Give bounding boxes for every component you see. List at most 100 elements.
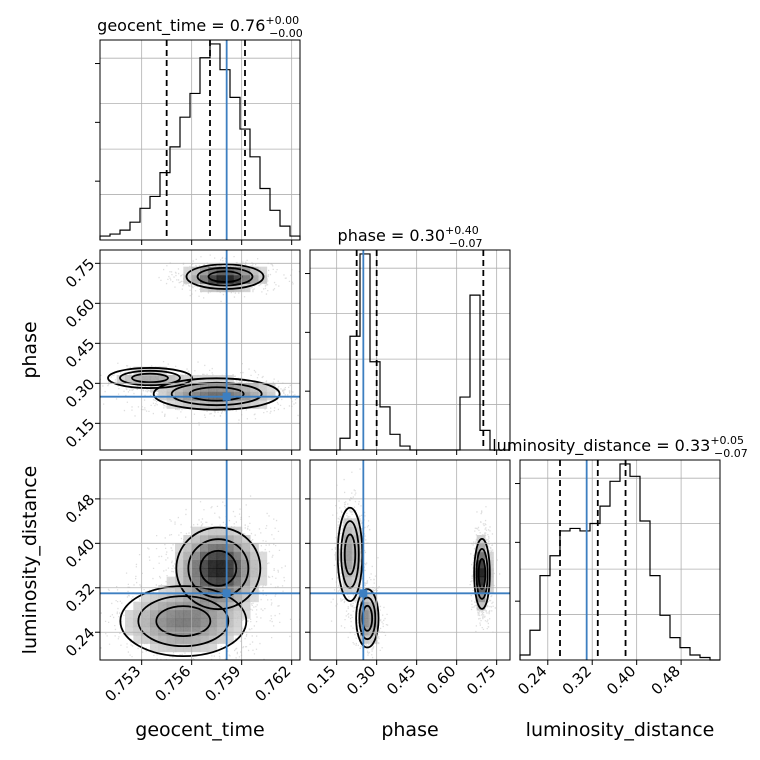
density-cell-geocent_time-luminosity_distance [216, 560, 226, 569]
density-cell-geocent_time-luminosity_distance [225, 610, 234, 619]
density-cell-geocent_time-phase [225, 275, 234, 284]
panel-frame-1-0 [99, 249, 301, 451]
density-cell-geocent_time-luminosity_distance [191, 551, 201, 561]
hist-bar-geocent_time-17 [270, 210, 280, 240]
density-cell-geocent_time-luminosity_distance [233, 568, 243, 578]
density-cell-geocent_time-phase [250, 266, 259, 276]
density-cell-geocent_time-luminosity_distance [216, 543, 226, 553]
panel-frame-2-2 [519, 459, 721, 661]
density-cell-geocent_time-phase [241, 400, 251, 409]
xtick-label-phase-2: 0.45 [383, 662, 419, 698]
hist-bar-phase-5 [360, 254, 370, 450]
marks-layer [99, 40, 720, 661]
hist-bar-luminosity_distance-1 [530, 630, 540, 660]
contour-geocent_time-luminosity_distance-0-2 [199, 549, 238, 587]
hist-bar-geocent_time-1 [110, 234, 120, 240]
contour-phase-luminosity_distance-2-0 [473, 537, 491, 610]
hist-bar-luminosity_distance-6 [580, 531, 590, 660]
density-cell-geocent_time-phase [191, 383, 201, 393]
hist-bar-luminosity_distance-2 [540, 576, 550, 660]
ytick-label-phase-3: 0.60 [62, 295, 98, 331]
title-main-luminosity_distance: luminosity_distance = 0.33 [492, 436, 710, 456]
density-cell-geocent_time-luminosity_distance [175, 610, 184, 619]
density-cell-geocent_time-luminosity_distance [200, 610, 209, 619]
density-cell-geocent_time-luminosity_distance [208, 526, 218, 536]
panel-title-luminosity_distance: luminosity_distance = 0.33+0.05 −0.07 [492, 434, 748, 460]
density-cell-geocent_time-luminosity_distance [241, 535, 251, 544]
xtick-label-geocent_time-1: 0.756 [151, 662, 194, 705]
hist-bar-phase-17 [480, 430, 490, 450]
density-cell-geocent_time-luminosity_distance [175, 593, 184, 603]
density-cell-geocent_time-phase [241, 275, 251, 284]
density-cell-geocent_time-phase [250, 275, 259, 284]
density-cell-geocent_time-phase [225, 283, 234, 293]
hist-bar-geocent_time-2 [120, 230, 130, 240]
density-cell-geocent_time-luminosity_distance [141, 635, 151, 644]
ytick-label-phase-2: 0.45 [62, 335, 98, 371]
density-cell-geocent_time-luminosity_distance [158, 635, 168, 644]
title-main-phase: phase = 0.30 [338, 226, 445, 245]
ytick-label-phase-4: 0.75 [62, 255, 98, 291]
density-cell-geocent_time-phase [150, 375, 159, 384]
ytick-label-phase-1: 0.30 [62, 375, 98, 411]
density-cell-geocent_time-luminosity_distance [200, 618, 209, 628]
hist-bar-phase-15 [460, 397, 470, 450]
density-cell-geocent_time-luminosity_distance [175, 643, 184, 653]
density-cell-geocent_time-phase [133, 375, 143, 384]
density-cell-geocent_time-luminosity_distance [158, 593, 168, 603]
title-sub-luminosity_distance: −0.07 [714, 447, 748, 460]
density-cell-geocent_time-luminosity_distance [191, 576, 201, 586]
density-cell-phase-luminosity_distance [343, 551, 353, 561]
density-cell-geocent_time-luminosity_distance [216, 568, 226, 578]
density-cell-geocent_time-phase [183, 383, 193, 393]
density-cell-geocent_time-phase [183, 266, 193, 276]
hist-bar-luminosity_distance-12 [640, 521, 650, 660]
density-cell-geocent_time-luminosity_distance [258, 551, 268, 561]
density-cell-geocent_time-luminosity_distance [225, 601, 234, 611]
density-cell-geocent_time-luminosity_distance [200, 585, 209, 594]
hist-bar-phase-8 [390, 434, 400, 450]
density-cell-geocent_time-luminosity_distance [225, 618, 234, 628]
density-cell-geocent_time-luminosity_distance [141, 618, 151, 628]
density-cell-geocent_time-luminosity_distance [233, 543, 243, 553]
density-cell-geocent_time-phase [175, 400, 184, 409]
density-cell-geocent_time-luminosity_distance [208, 626, 218, 636]
density-cell-geocent_time-luminosity_distance [183, 593, 193, 603]
contour-phase-luminosity_distance-1-1 [358, 596, 377, 641]
density-cell-geocent_time-luminosity_distance [200, 560, 209, 569]
density-cell-geocent_time-phase [191, 275, 201, 284]
contour-geocent_time-phase-0-0 [185, 263, 265, 290]
panel-title-phase: phase = 0.30+0.40 −0.07 [338, 224, 483, 250]
xtick-label-geocent_time-3: 0.762 [251, 662, 294, 705]
density-cell-geocent_time-luminosity_distance [216, 526, 226, 536]
density-cell-geocent_time-luminosity_distance [191, 568, 201, 578]
density-cell-phase-luminosity_distance [351, 535, 361, 544]
hist-bar-geocent_time-8 [180, 117, 190, 240]
density-cell-phase-luminosity_distance [351, 518, 361, 528]
contour-geocent_time-luminosity_distance-0-1 [187, 538, 250, 599]
density-cell-geocent_time-phase [191, 266, 201, 276]
hist-bar-luminosity_distance-15 [670, 638, 680, 660]
joint-geocent_time-luminosity_distance [100, 495, 300, 660]
ytick-label-phase-0: 0.15 [62, 415, 98, 451]
density-cell-geocent_time-luminosity_distance [200, 643, 209, 653]
hist-bar-phase-3 [340, 438, 350, 450]
density-cell-phase-luminosity_distance [343, 535, 353, 544]
contour-geocent_time-luminosity_distance-0-0 [175, 526, 262, 611]
density-cell-phase-luminosity_distance [476, 576, 486, 586]
density-cell-geocent_time-phase [166, 383, 176, 393]
density-cell-geocent_time-luminosity_distance [150, 601, 159, 611]
density-cell-geocent_time-phase [200, 275, 209, 284]
density-cell-geocent_time-luminosity_distance [125, 618, 134, 628]
density-cell-geocent_time-luminosity_distance [158, 585, 168, 594]
density-cell-phase-luminosity_distance [360, 635, 369, 644]
density-cell-geocent_time-luminosity_distance [175, 626, 184, 636]
x-axis-label-geocent_time: geocent_time [135, 719, 264, 741]
hist-bar-phase-16 [470, 295, 480, 450]
density-cell-geocent_time-luminosity_distance [175, 635, 184, 644]
density-cell-geocent_time-luminosity_distance [141, 626, 151, 636]
density-cell-geocent_time-luminosity_distance [133, 626, 143, 636]
density-cell-phase-luminosity_distance [343, 576, 353, 586]
y-axis-label-phase: phase [19, 321, 41, 378]
